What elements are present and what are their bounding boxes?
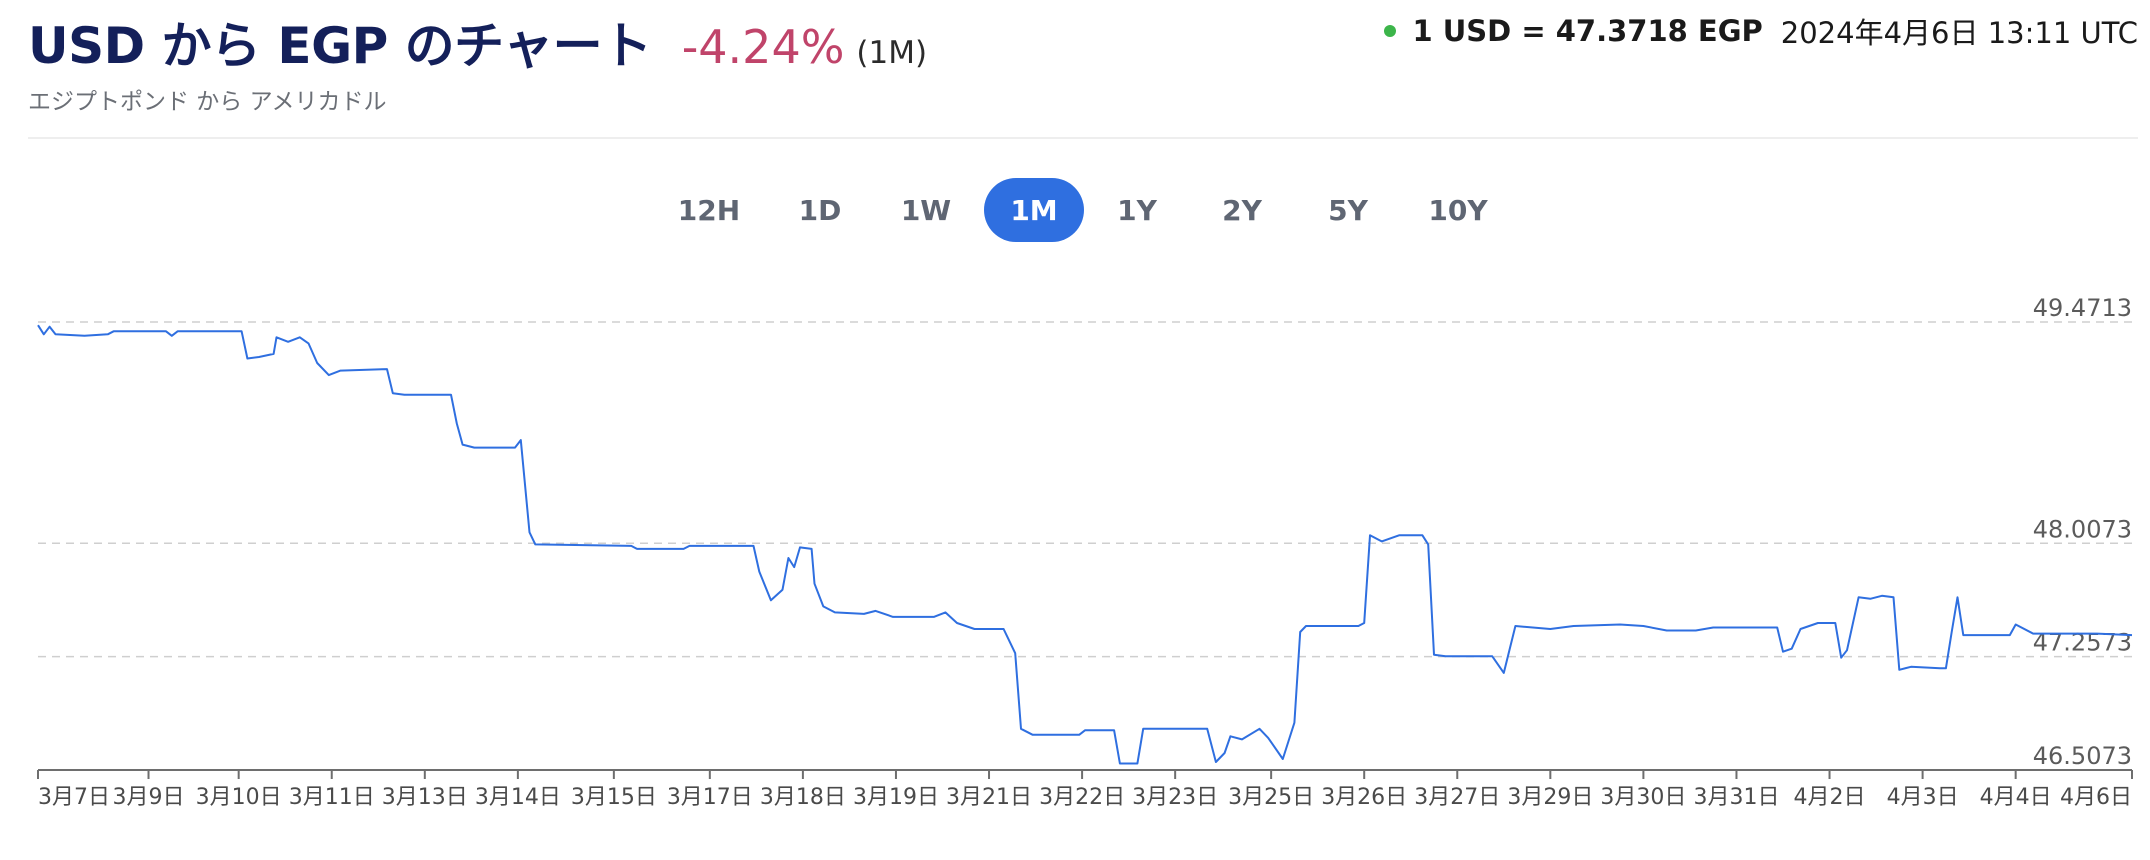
range-button-5y[interactable]: 5Y	[1328, 193, 1368, 227]
x-tick-label: 3月27日	[1414, 785, 1500, 810]
header-divider	[28, 137, 2138, 139]
x-tick-label: 4月3日	[1887, 785, 1959, 810]
x-tick-label: 3月26日	[1321, 785, 1407, 810]
range-button-1y[interactable]: 1Y	[1117, 193, 1157, 227]
period-label: (1M)	[856, 35, 928, 71]
x-tick-label: 3月29日	[1507, 785, 1593, 810]
page-subtitle: エジプトポンド から アメリカドル	[28, 89, 387, 115]
x-tick-label: 4月2日	[1794, 785, 1866, 810]
percent-change: -4.24%	[681, 20, 845, 74]
x-tick-label: 3月31日	[1693, 785, 1779, 810]
series-line	[37, 324, 2133, 765]
x-tick-label: 3月15日	[571, 785, 657, 810]
x-tick-label: 3月11日	[289, 785, 375, 810]
range-button-2y[interactable]: 2Y	[1222, 193, 1262, 227]
x-tick-label: 3月13日	[382, 785, 468, 810]
range-button-1m[interactable]: 1M	[984, 178, 1084, 242]
x-tick-label: 4月4日	[1980, 785, 2052, 810]
x-tick-label: 3月21日	[946, 785, 1032, 810]
chart-header: USD から EGP のチャート -4.24% (1M) エジプトポンド から …	[28, 0, 2138, 140]
y-tick-label: 46.5073	[2033, 742, 2132, 770]
range-button-12h[interactable]: 12H	[677, 193, 741, 227]
current-rate: 1 USD = 47.3718 EGP 2024年4月6日 13:11 UTC	[1384, 10, 2138, 52]
rate-timestamp: 2024年4月6日 13:11 UTC	[1780, 16, 2138, 50]
x-tick-label: 3月7日	[38, 785, 110, 810]
page-title: USD から EGP のチャート	[28, 17, 652, 75]
range-button-1d[interactable]: 1D	[798, 193, 842, 227]
y-tick-label: 49.4713	[2033, 294, 2132, 322]
y-tick-label: 48.0073	[2033, 515, 2132, 543]
range-button-1w[interactable]: 1W	[900, 193, 952, 227]
rate-value: 1 USD = 47.3718 EGP	[1412, 14, 1763, 48]
x-tick-label: 3月30日	[1600, 785, 1686, 810]
x-tick-label: 3月25日	[1228, 785, 1314, 810]
x-tick-label: 3月22日	[1039, 785, 1125, 810]
x-tick-label: 3月17日	[667, 785, 753, 810]
x-tick-label: 3月19日	[853, 785, 939, 810]
x-tick-label: 3月10日	[196, 785, 282, 810]
live-dot-icon	[1384, 25, 1397, 37]
range-button-10y[interactable]: 10Y	[1428, 193, 1488, 227]
x-tick-label: 3月18日	[760, 785, 846, 810]
x-tick-label: 3月9日	[113, 785, 185, 810]
time-range-selector: 12H 1D 1W 1M 1Y 2Y 5Y 10Y	[0, 178, 2150, 242]
x-tick-label: 3月14日	[475, 785, 561, 810]
x-tick-label: 3月23日	[1132, 785, 1218, 810]
x-tick-label: 4月6日	[2060, 785, 2132, 810]
title-line: USD から EGP のチャート -4.24% (1M)	[28, 6, 927, 78]
